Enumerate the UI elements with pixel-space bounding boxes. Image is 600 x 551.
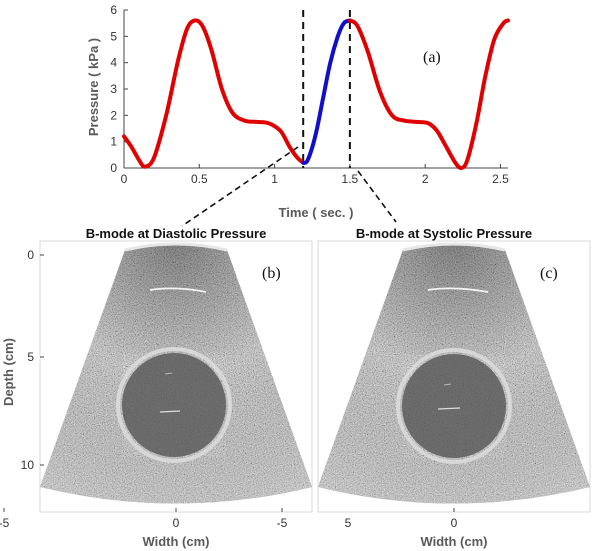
bmode-diastolic-y-label: Depth (cm) <box>1 338 16 406</box>
pressure-series-line <box>301 18 352 165</box>
pressure-y-tick-label: 4 <box>110 56 117 70</box>
panel-label-a: (a) <box>423 49 441 66</box>
pressure-y-label: Pressure ( kPa ) <box>86 38 101 136</box>
pressure-x-label: Time ( sec. ) <box>279 205 354 220</box>
pressure-x-ticks: 0 0.5 1 1.5 2 2.5 <box>121 164 509 186</box>
pressure-x-tick-label: 0.5 <box>191 172 208 186</box>
bmode-systolic-title: B-mode at Systolic Pressure <box>356 226 532 241</box>
panel-label-c: (c) <box>540 265 558 282</box>
bmode-systolic-panel: B-mode at Systolic Pressure (c) -5 0 5 Wid… <box>277 226 591 549</box>
pressure-axes <box>123 10 508 169</box>
pressure-x-tick-label: 1.5 <box>342 172 359 186</box>
bmode-diastolic-x-label: Width (cm) <box>142 534 209 549</box>
pressure-y-tick-label: 1 <box>110 135 117 149</box>
pressure-x-tick-label: 2 <box>422 172 429 186</box>
pressure-series-line <box>122 18 306 169</box>
pressure-vlines <box>302 10 351 168</box>
bmode-diastolic-panel: B-mode at Diastolic Pressure (b) -5 0 5 0 5… <box>0 226 352 549</box>
pressure-x-tick-label: 2.5 <box>492 172 509 186</box>
pressure-y-tick-label: 6 <box>110 3 117 17</box>
pressure-series-line <box>347 18 510 171</box>
bmode-systolic-x-tick-label: 0 <box>451 516 458 530</box>
bmode-systolic-x-label: Width (cm) <box>420 534 487 549</box>
connector-systolic <box>357 170 397 223</box>
connector-diastolic <box>181 146 299 227</box>
pressure-y-tick-label: 0 <box>110 161 117 175</box>
pressure-y-ticks: 0 1 2 3 4 5 6 <box>110 3 128 175</box>
pressure-x-tick-label: 0 <box>121 172 128 186</box>
pressure-series <box>122 18 510 171</box>
pressure-y-tick-label: 2 <box>110 108 117 122</box>
bmode-diastolic-x-tick-label: -5 <box>0 516 10 530</box>
pressure-y-tick-label: 3 <box>110 82 117 96</box>
bmode-systolic-x-tick-label: -5 <box>277 516 288 530</box>
bmode-diastolic-y-tick-label: 5 <box>27 350 34 364</box>
pressure-chart: 0 0.5 1 1.5 2 2.5 0 1 2 3 4 5 6 Time ( sec. ) Press… <box>86 3 510 227</box>
bmode-diastolic-y-ticks: 0 5 10 <box>21 248 44 472</box>
bmode-diastolic-title: B-mode at Diastolic Pressure <box>86 226 267 241</box>
bmode-diastolic-x-tick-label: 5 <box>345 516 352 530</box>
bmode-systolic-x-ticks: -5 0 5 <box>277 508 458 530</box>
panel-label-b: (b) <box>262 265 281 282</box>
bmode-diastolic-y-tick-label: 0 <box>27 248 34 262</box>
pressure-y-tick-label: 5 <box>110 29 117 43</box>
bmode-diastolic-y-tick-label: 10 <box>21 458 35 472</box>
pressure-x-tick-label: 1 <box>271 172 278 186</box>
bmode-diastolic-x-tick-label: 0 <box>173 516 180 530</box>
